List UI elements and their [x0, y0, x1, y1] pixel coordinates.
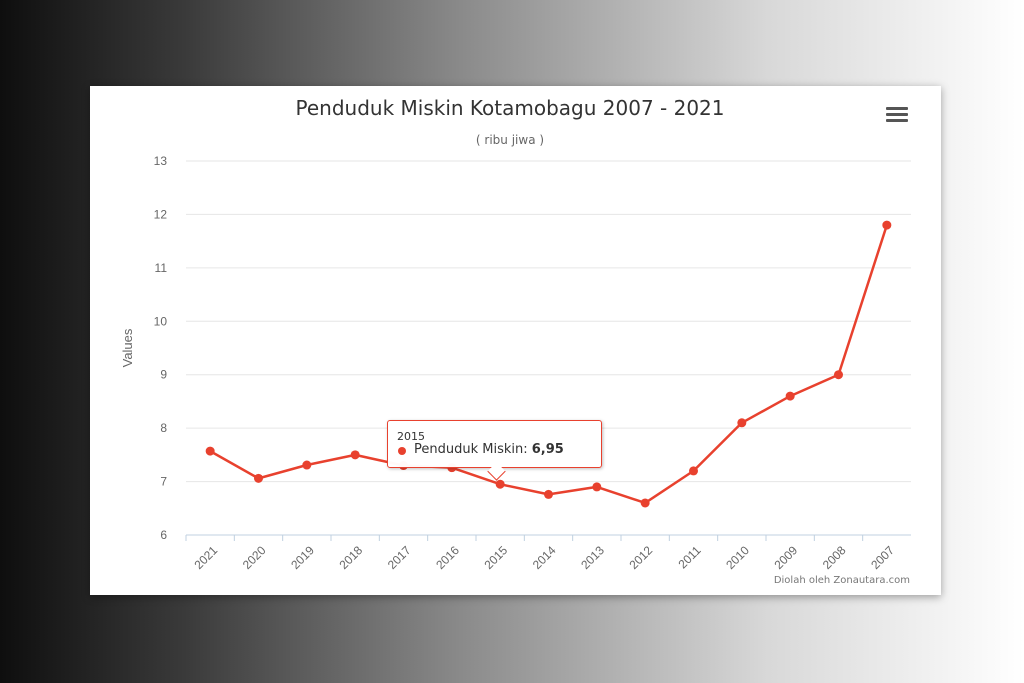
x-tick-label: 2016 [433, 543, 462, 572]
series-layer [205, 220, 892, 508]
chart-subtitle: ( ribu jiwa ) [476, 133, 544, 147]
chart-card: 6 7 8 9 10 11 12 13 2021 2020 2019 2018 2017 2016 201… [90, 86, 941, 595]
menu-bar-middle [886, 113, 908, 116]
y-tick-label: 10 [154, 314, 168, 328]
data-point[interactable] [544, 489, 553, 499]
y-tick-label: 7 [160, 475, 167, 489]
y-tick-label: 9 [160, 368, 167, 382]
y-tick-label: 12 [154, 207, 168, 221]
tooltip-label: Penduduk Miskin: 6,95 [414, 442, 564, 457]
data-point[interactable] [302, 460, 312, 470]
x-tick-label: 2008 [820, 543, 849, 572]
y-axis-label: Values [120, 328, 135, 367]
tooltip-series-marker [398, 447, 406, 455]
data-point[interactable] [640, 498, 650, 508]
hamburger-menu-icon[interactable] [884, 104, 910, 126]
x-tick-label: 2019 [288, 543, 317, 572]
data-point[interactable] [785, 391, 795, 401]
tooltip-series-name: Penduduk Miskin [414, 442, 524, 457]
y-tick-label: 6 [160, 528, 167, 542]
data-point[interactable] [592, 482, 602, 492]
data-point[interactable] [689, 466, 698, 476]
x-tick-label: 2018 [337, 543, 366, 572]
x-tick-label: 2011 [675, 543, 703, 571]
data-point[interactable] [834, 370, 843, 380]
y-tick-label: 11 [155, 261, 168, 275]
x-tick-label: 2015 [482, 543, 511, 572]
x-axis-ticks: 2021 2020 2019 2018 2017 2016 2015 2014 2013 2012… [185, 535, 897, 572]
x-tick-label: 2007 [868, 543, 897, 572]
y-tick-label: 8 [160, 421, 167, 435]
data-point[interactable] [882, 220, 892, 230]
data-point[interactable] [205, 446, 215, 456]
x-tick-label: 2020 [240, 543, 269, 572]
x-tick-label: 2013 [578, 543, 607, 572]
y-axis-ticks: 6 7 8 9 10 11 12 13 [154, 154, 168, 542]
data-point[interactable] [495, 479, 505, 489]
chart-title: Penduduk Miskin Kotamobagu 2007 - 2021 [296, 96, 725, 120]
x-tick-label: 2021 [192, 543, 221, 572]
data-point[interactable] [350, 450, 360, 460]
chart-credit: Diolah oleh Zonautara.com [774, 575, 910, 586]
y-tick-label: 13 [154, 154, 168, 168]
x-tick-label: 2017 [385, 543, 414, 572]
line-chart: 6 7 8 9 10 11 12 13 2021 2020 2019 2018 2017 2016 201… [120, 96, 911, 586]
tooltip-value: 6,95 [531, 442, 564, 457]
grid-lines [186, 160, 911, 536]
x-tick-label: 2014 [530, 543, 559, 572]
data-point[interactable] [737, 418, 747, 428]
menu-bar-bottom [886, 119, 908, 122]
x-tick-label: 2009 [772, 543, 801, 572]
menu-bar-top [886, 107, 908, 110]
tooltip: 2015 Penduduk Miskin: 6,95 [387, 420, 602, 468]
x-tick-label: 2010 [723, 543, 752, 572]
data-point[interactable] [254, 473, 263, 483]
tooltip-category: 2015 [397, 430, 425, 443]
x-tick-label: 2012 [627, 543, 656, 572]
